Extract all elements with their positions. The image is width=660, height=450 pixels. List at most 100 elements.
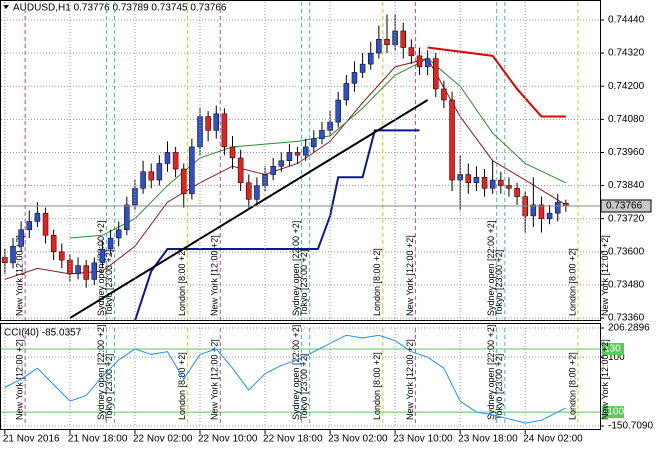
level-box xyxy=(602,342,624,355)
candle-body xyxy=(83,265,89,280)
candle-body xyxy=(554,201,561,214)
candle-body xyxy=(205,116,211,131)
x-tick-label: 24 Nov 02:00 xyxy=(523,434,583,445)
session-label: Sydney open [22:00 +2] xyxy=(486,221,496,316)
candle-body xyxy=(115,229,122,239)
session-label: New York [12:00 +2] xyxy=(405,339,415,420)
y-tick-label: -150.7090 xyxy=(608,421,653,432)
session-label: Tokyo [23:00 +2] xyxy=(299,250,309,316)
session-label: London [8:00 +2] xyxy=(372,352,382,420)
candle-body xyxy=(254,185,260,200)
session-label: Tokyo [23:00 +2] xyxy=(104,354,114,420)
price-label: 0.73766 xyxy=(606,201,643,212)
candle-body xyxy=(359,63,366,73)
session-label: Sydney open [22:00 +2] xyxy=(96,325,106,420)
candle-body xyxy=(189,146,195,195)
candle-body xyxy=(124,204,130,230)
candle-body xyxy=(34,212,41,222)
session-label: Sydney open [22:00 +2] xyxy=(486,325,496,420)
session-label: Tokyo [23:00 +2] xyxy=(299,354,309,420)
level-box xyxy=(602,406,624,419)
candle-body xyxy=(367,52,374,65)
candle-body xyxy=(546,212,553,219)
x-tick-label: 23 Nov 18:00 xyxy=(458,434,518,445)
candle-body xyxy=(498,179,504,186)
session-label: Tokyo [23:00 +2] xyxy=(494,354,504,420)
symbol-header: AUDUSD,H1 0.73776 0.73789 0.73745 0.7376… xyxy=(13,3,227,14)
candle-body xyxy=(18,229,24,247)
candle-body xyxy=(221,113,228,148)
candle-body xyxy=(91,262,98,280)
y-tick-label: 0.74080 xyxy=(608,114,645,125)
candle-body xyxy=(107,237,114,250)
candle-body xyxy=(237,157,244,184)
candle-body xyxy=(473,177,480,184)
y-tick-label: 0.74440 xyxy=(608,15,645,26)
session-label: New York [12:00 +2] xyxy=(600,235,610,316)
session-label: London [8:00 +2] xyxy=(567,248,577,316)
candle-body xyxy=(465,174,472,184)
session-label: Sydney open [22:00 +2] xyxy=(291,221,301,316)
session-label: London [8:00 +2] xyxy=(372,248,382,316)
candle-body xyxy=(294,152,301,156)
candle-body xyxy=(164,152,171,164)
y-tick-label: 0.73600 xyxy=(608,246,645,257)
indicator-line xyxy=(427,46,566,118)
candle-body xyxy=(26,221,33,230)
candle-body xyxy=(286,152,293,161)
session-label: New York [12:00 +2] xyxy=(210,339,220,420)
candle-body xyxy=(514,188,520,197)
candle-body xyxy=(416,55,423,68)
candle-body xyxy=(270,165,276,175)
candle-body xyxy=(351,72,358,84)
candle-body xyxy=(278,160,285,167)
indicator-line xyxy=(69,99,429,319)
candle-body xyxy=(246,182,252,200)
y-tick-label: 0.73960 xyxy=(608,147,645,158)
session-label: London [8:00 +2] xyxy=(177,352,187,420)
candle-body xyxy=(132,188,138,206)
candle-body xyxy=(538,204,545,219)
candle-body xyxy=(67,259,73,275)
candle-body xyxy=(392,30,398,46)
session-label: Tokyo [23:00 +2] xyxy=(104,250,114,316)
y-tick-label: 100 xyxy=(608,352,625,363)
candle-body xyxy=(327,121,333,131)
y-tick-label: 0.73360 xyxy=(608,313,645,324)
candle-body xyxy=(343,83,350,101)
x-tick-label: 22 Nov 02:00 xyxy=(133,434,193,445)
candle-body xyxy=(441,88,447,101)
session-label: New York [12:00 +2] xyxy=(210,235,220,316)
y-tick-label: 0.74200 xyxy=(608,81,645,92)
candle-body xyxy=(180,168,187,195)
candle-body xyxy=(59,251,65,261)
level-label: 130 xyxy=(604,344,621,355)
candle-body xyxy=(42,212,49,236)
x-tick-label: 21 Nov 18:00 xyxy=(68,434,128,445)
candle-body xyxy=(172,152,179,170)
candle-body xyxy=(433,58,439,90)
y-tick-label: 0.73480 xyxy=(608,280,645,291)
main-frame xyxy=(0,0,601,321)
session-label: Sydney open [22:00 +2] xyxy=(291,325,301,420)
candle-body xyxy=(148,171,154,181)
level-label: -100 xyxy=(604,407,624,418)
candle-body xyxy=(75,265,81,275)
candle-body xyxy=(335,99,341,123)
candle-body xyxy=(319,130,325,139)
price-box xyxy=(600,199,652,213)
candle-body xyxy=(213,113,220,131)
y-tick-label: 0.73840 xyxy=(608,180,645,191)
session-label: London [8:00 +2] xyxy=(567,352,577,420)
candle-body xyxy=(424,58,431,68)
session-label: London [8:00 +2] xyxy=(177,248,187,316)
session-label: New York [12:00 +2] xyxy=(15,235,25,316)
candle-body xyxy=(384,39,390,46)
candle-body xyxy=(311,138,317,148)
y-tick-label: 0.74320 xyxy=(608,48,645,59)
x-tick-label: 21 Nov 2016 xyxy=(3,434,60,445)
candle-body xyxy=(229,146,236,159)
